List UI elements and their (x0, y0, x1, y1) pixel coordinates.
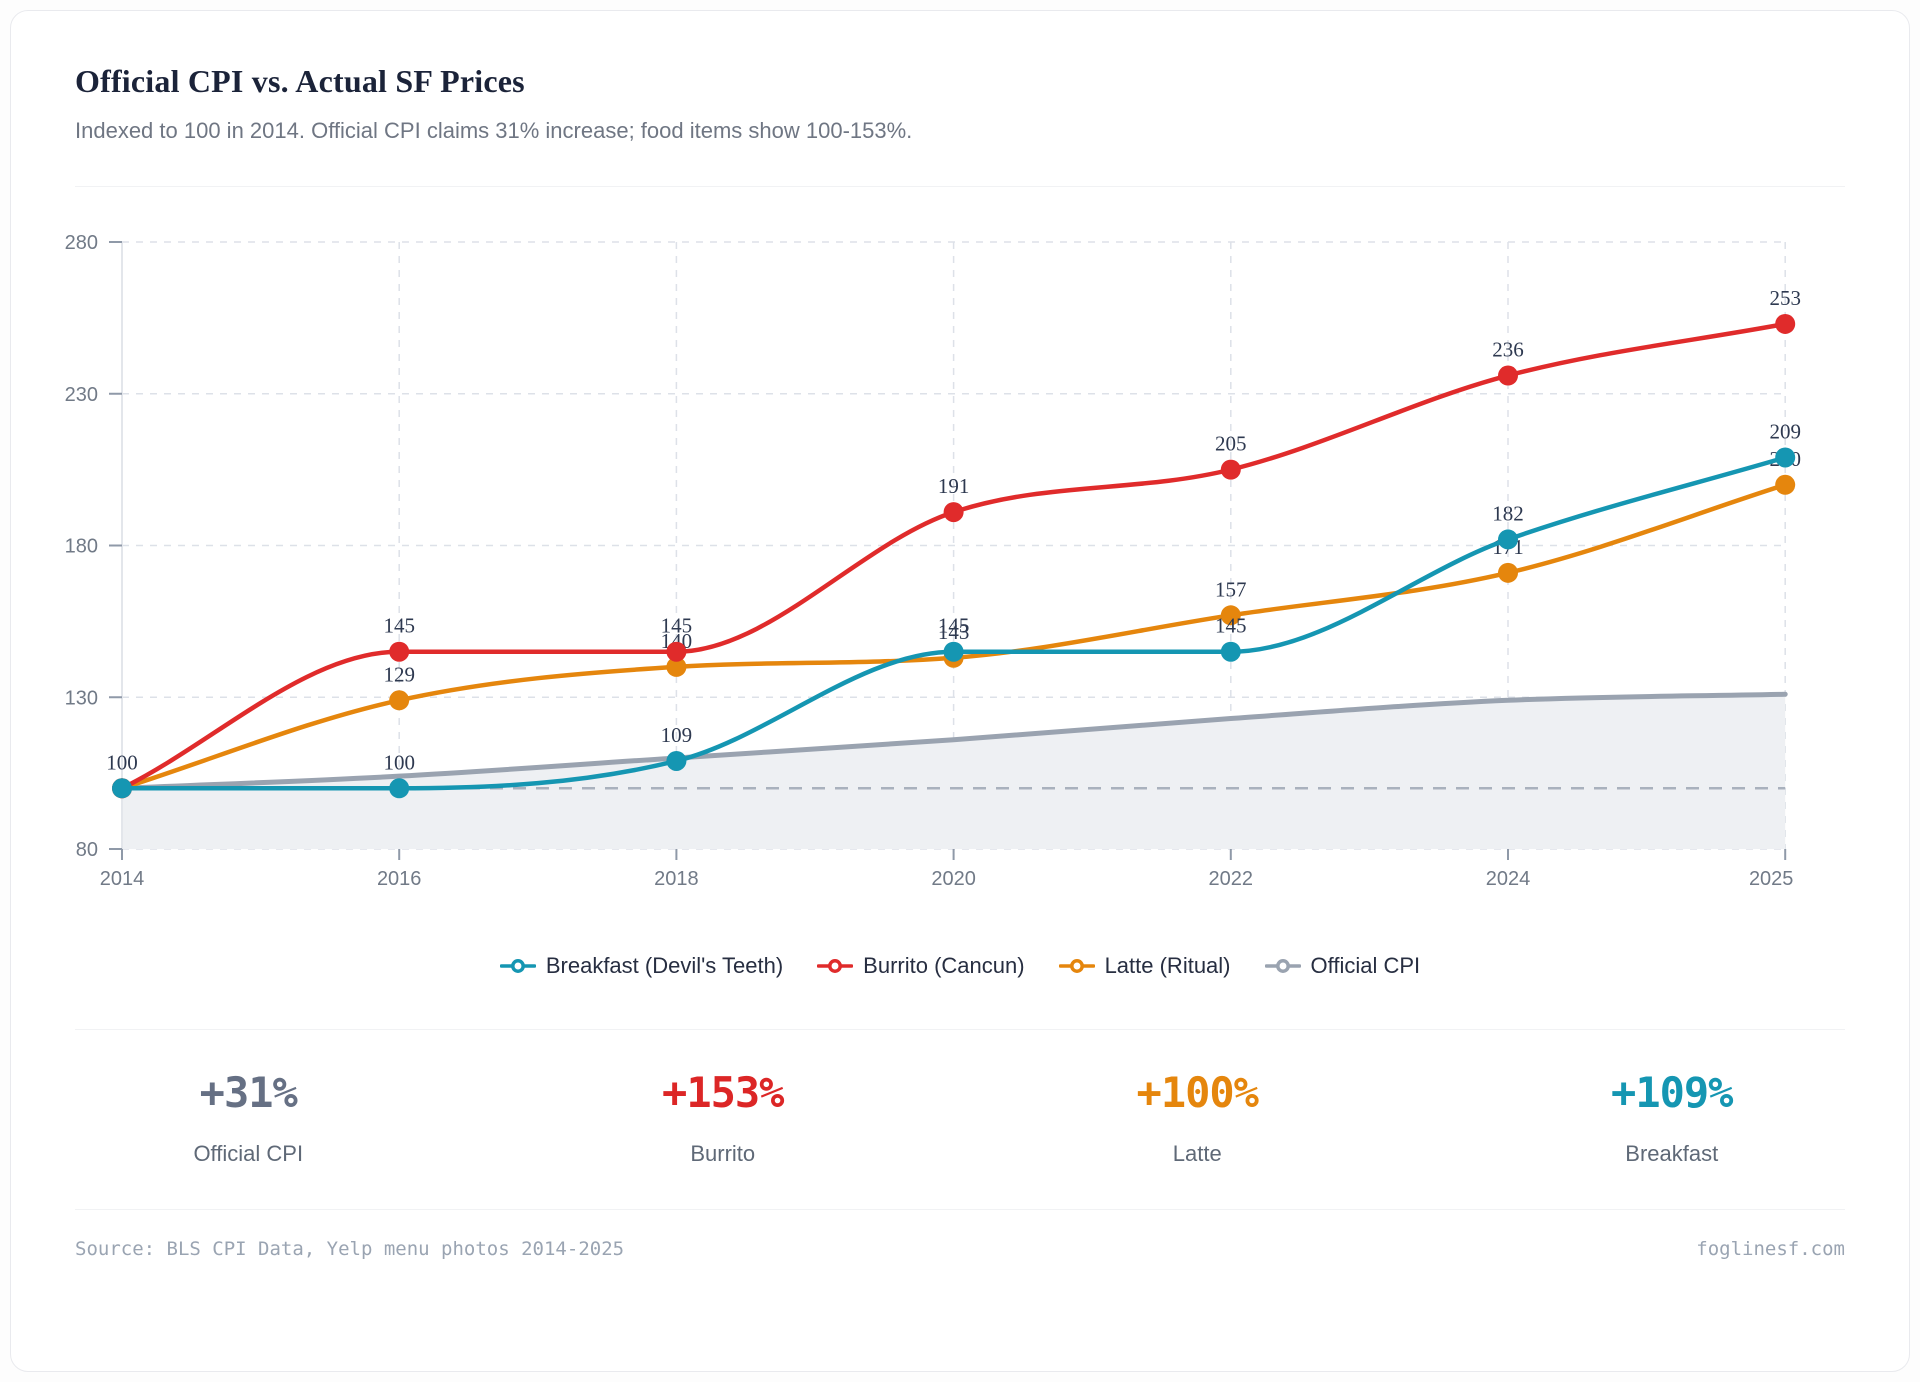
stat-value-burrito: +153% (662, 1068, 784, 1117)
legend-line-dot-icon (1264, 959, 1301, 973)
legend-line-dot-icon (817, 959, 854, 973)
svg-text:2016: 2016 (377, 868, 422, 890)
svg-text:2022: 2022 (1209, 868, 1254, 890)
svg-text:2024: 2024 (1486, 868, 1531, 890)
svg-text:145: 145 (1215, 614, 1247, 638)
stats-row: +31% Official CPI +153% Burrito +100% La… (11, 1030, 1909, 1209)
svg-text:253: 253 (1769, 286, 1801, 310)
stat-breakfast: +109% Breakfast (1435, 1068, 1910, 1167)
svg-text:236: 236 (1492, 338, 1524, 362)
stat-label-burrito: Burrito (690, 1141, 756, 1166)
legend-line-dot-icon (499, 959, 536, 973)
page-title: Official CPI vs. Actual SF Prices (75, 63, 525, 99)
chart-card: Official CPI vs. Actual SF Prices Indexe… (10, 10, 1910, 1372)
legend-label: Breakfast (Devil's Teeth) (545, 953, 784, 978)
svg-text:182: 182 (1492, 501, 1524, 525)
cpi-line-chart: 1291401431571712001451451912052362531001… (65, 232, 1801, 890)
chart-legend: Breakfast (Devil's Teeth) Burrito (Cancun… (11, 953, 1909, 979)
legend-label: Latte (Ritual) (1104, 953, 1231, 978)
svg-text:2020: 2020 (931, 868, 976, 890)
stat-value-breakfast: +109% (1611, 1068, 1733, 1117)
svg-text:191: 191 (938, 474, 970, 498)
stat-value-latte: +100% (1136, 1068, 1259, 1117)
stat-value-official-cpi: +31% (199, 1068, 298, 1117)
site-text: foglinesf.com (1696, 1238, 1845, 1260)
svg-text:2018: 2018 (654, 868, 699, 890)
stat-latte: +100% Latte (960, 1068, 1435, 1167)
stat-burrito: +153% Burrito (486, 1068, 961, 1167)
svg-text:209: 209 (1769, 419, 1801, 443)
stat-label-breakfast: Breakfast (1625, 1141, 1719, 1166)
legend-item-official-cpi[interactable]: Official CPI (1264, 953, 1421, 979)
svg-text:130: 130 (65, 687, 98, 709)
source-note: Source: BLS CPI Data, Yelp menu photos 2… (75, 1238, 625, 1260)
stat-label-latte: Latte (1172, 1141, 1222, 1166)
footer: Source: BLS CPI Data, Yelp menu photos 2… (11, 1210, 1909, 1260)
stat-label-official-cpi: Official CPI (193, 1141, 304, 1166)
svg-text:80: 80 (76, 839, 98, 861)
svg-text:109: 109 (661, 723, 693, 747)
legend-label: Official CPI (1310, 953, 1421, 978)
svg-text:100: 100 (383, 750, 415, 774)
svg-text:157: 157 (1215, 577, 1247, 601)
svg-text:230: 230 (65, 384, 98, 406)
legend-item-latte-ritual[interactable]: Latte (Ritual) (1058, 953, 1231, 979)
stat-official-cpi: +31% Official CPI (11, 1068, 486, 1167)
footer-divider (75, 1209, 1845, 1210)
stats-divider-top (75, 1029, 1845, 1030)
legend-item-breakfast-devil-s-teeth[interactable]: Breakfast (Devil's Teeth) (499, 953, 784, 979)
svg-text:143: 143 (938, 620, 970, 644)
svg-text:2025: 2025 (1749, 868, 1794, 890)
svg-text:100: 100 (106, 750, 138, 774)
legend-label: Burrito (Cancun) (863, 953, 1025, 978)
svg-text:129: 129 (383, 662, 415, 686)
chart-area: 1291401431571712001451451912052362531001… (11, 187, 1845, 927)
svg-text:205: 205 (1215, 432, 1247, 456)
svg-text:145: 145 (661, 614, 693, 638)
svg-text:145: 145 (383, 614, 415, 638)
header-divider (75, 186, 1845, 187)
svg-text:180: 180 (65, 536, 98, 558)
legend-line-dot-icon (1058, 959, 1095, 973)
svg-text:280: 280 (65, 232, 98, 254)
svg-text:145: 145 (938, 614, 970, 638)
subtitle: Indexed to 100 in 2014. Official CPI cla… (75, 118, 913, 143)
legend-item-burrito-cancun[interactable]: Burrito (Cancun) (817, 953, 1025, 979)
svg-text:2014: 2014 (100, 868, 145, 890)
